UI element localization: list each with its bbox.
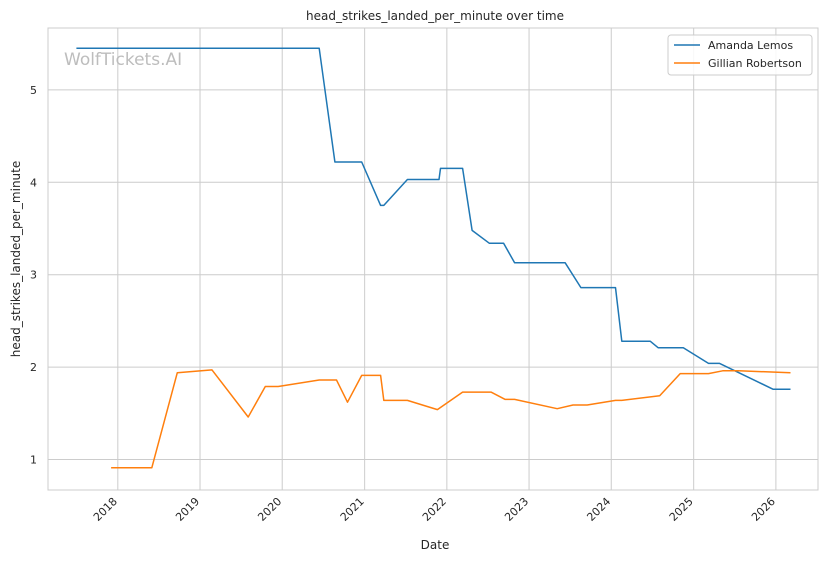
y-tick-label: 1 xyxy=(30,454,37,467)
legend-label: Gillian Robertson xyxy=(708,57,802,70)
series-line xyxy=(76,47,791,391)
chart-title: head_strikes_landed_per_minute over time xyxy=(306,9,564,23)
series-layer xyxy=(76,47,791,469)
series-line xyxy=(111,369,791,469)
y-tick-labels: 1 2 3 4 5 xyxy=(30,84,37,467)
y-tick-label: 2 xyxy=(30,361,37,374)
legend-box xyxy=(667,34,813,76)
grid xyxy=(48,28,818,490)
y-axis-label: head_strikes_landed_per_minute xyxy=(9,161,23,358)
x-axis-label: Date xyxy=(421,538,450,552)
watermark: WolfTickets.AI xyxy=(64,50,182,70)
y-tick-label: 3 xyxy=(30,269,37,282)
legend: Amanda Lemos Gillian Robertson xyxy=(667,34,813,76)
plot-frame xyxy=(47,27,819,491)
y-tick-label: 5 xyxy=(30,84,37,97)
y-tick-label: 4 xyxy=(30,176,37,189)
legend-label: Amanda Lemos xyxy=(708,39,793,52)
